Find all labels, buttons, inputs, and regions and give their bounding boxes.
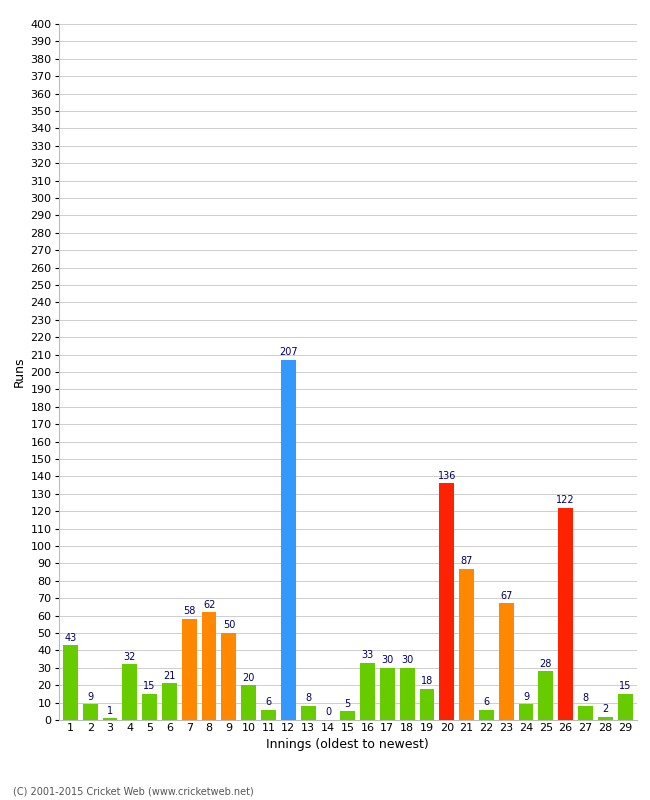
Text: (C) 2001-2015 Cricket Web (www.cricketweb.net): (C) 2001-2015 Cricket Web (www.cricketwe… <box>13 786 254 796</box>
Bar <box>202 612 216 720</box>
Bar <box>341 711 355 720</box>
Text: 33: 33 <box>361 650 374 660</box>
Text: 30: 30 <box>401 655 413 665</box>
Text: 30: 30 <box>382 655 393 665</box>
Bar <box>281 360 296 720</box>
Bar <box>301 706 315 720</box>
Text: 122: 122 <box>556 495 575 505</box>
Bar <box>222 633 237 720</box>
Text: 62: 62 <box>203 599 215 610</box>
Bar <box>162 683 177 720</box>
Text: 0: 0 <box>325 707 331 718</box>
Text: 28: 28 <box>540 658 552 669</box>
Bar <box>103 718 118 720</box>
Bar <box>63 645 78 720</box>
Text: 32: 32 <box>124 652 136 662</box>
Bar <box>142 694 157 720</box>
Bar <box>261 710 276 720</box>
Text: 15: 15 <box>619 682 631 691</box>
Text: 58: 58 <box>183 606 196 617</box>
Bar <box>459 569 474 720</box>
Y-axis label: Runs: Runs <box>13 357 26 387</box>
Bar <box>598 717 613 720</box>
Bar <box>578 706 593 720</box>
Text: 20: 20 <box>242 673 255 682</box>
Text: 9: 9 <box>523 692 529 702</box>
Bar <box>499 603 514 720</box>
Text: 8: 8 <box>305 694 311 703</box>
Bar <box>558 508 573 720</box>
Bar <box>122 664 137 720</box>
Bar <box>618 694 632 720</box>
Bar <box>83 704 98 720</box>
Bar <box>360 662 375 720</box>
Text: 43: 43 <box>64 633 77 642</box>
X-axis label: Innings (oldest to newest): Innings (oldest to newest) <box>266 738 429 751</box>
Text: 9: 9 <box>87 692 93 702</box>
Bar <box>439 483 454 720</box>
Text: 6: 6 <box>265 697 272 707</box>
Bar <box>241 685 256 720</box>
Text: 50: 50 <box>223 620 235 630</box>
Text: 8: 8 <box>582 694 588 703</box>
Bar <box>182 619 197 720</box>
Text: 15: 15 <box>144 682 156 691</box>
Text: 87: 87 <box>460 556 473 566</box>
Bar <box>479 710 494 720</box>
Bar <box>538 671 553 720</box>
Text: 67: 67 <box>500 591 512 601</box>
Text: 207: 207 <box>279 347 298 358</box>
Bar <box>419 689 434 720</box>
Text: 5: 5 <box>344 698 351 709</box>
Bar <box>519 704 534 720</box>
Text: 18: 18 <box>421 676 433 686</box>
Text: 6: 6 <box>484 697 489 707</box>
Text: 21: 21 <box>163 671 176 681</box>
Text: 2: 2 <box>602 704 608 714</box>
Bar <box>400 668 415 720</box>
Bar <box>380 668 395 720</box>
Text: 136: 136 <box>437 470 456 481</box>
Text: 1: 1 <box>107 706 113 716</box>
